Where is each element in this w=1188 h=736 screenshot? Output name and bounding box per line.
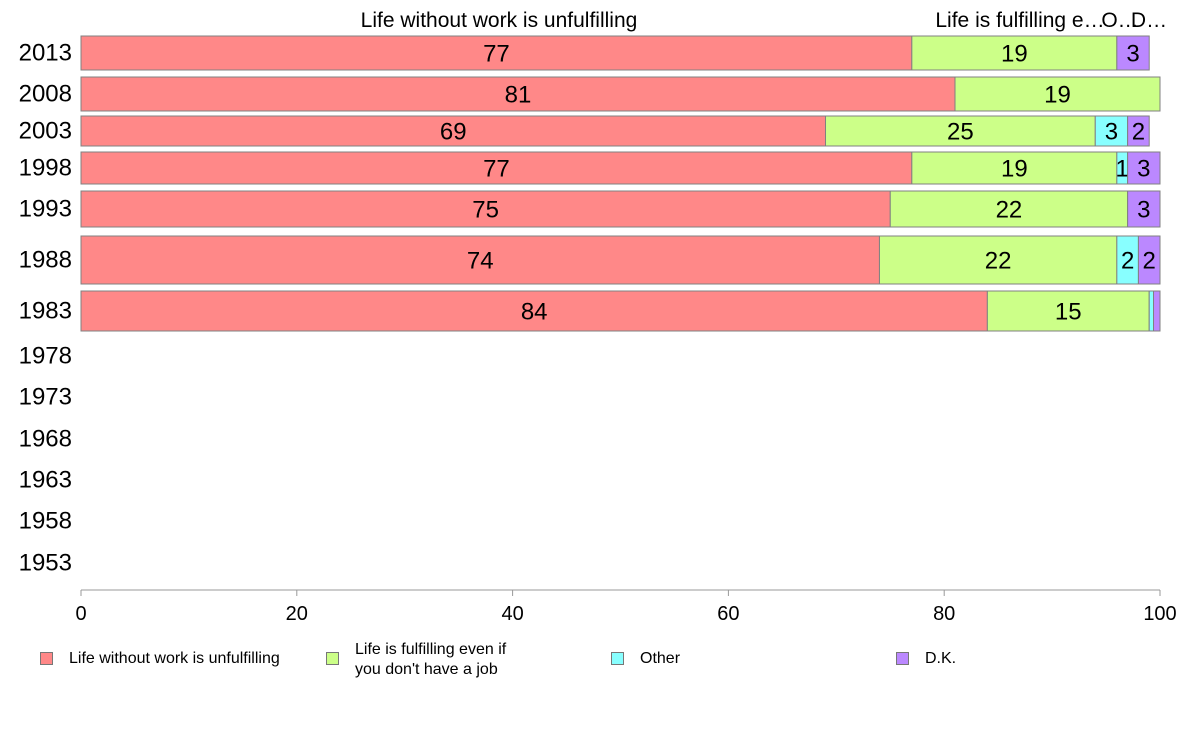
bar-value-label: 19 — [1001, 41, 1028, 68]
column-header: D… — [1131, 9, 1167, 32]
year-label: 1993 — [19, 196, 72, 223]
legend-label-line: Life without work is unfulfilling — [69, 650, 280, 667]
column-header: Life without work is unfulfilling — [361, 9, 638, 32]
bar-value-label: 77 — [483, 41, 510, 68]
bar-segment — [986, 290, 1150, 332]
bar-value-label: 74 — [467, 248, 494, 275]
bar-segment — [1148, 290, 1155, 332]
year-label: 2013 — [19, 40, 72, 67]
year-label: 1983 — [19, 298, 72, 325]
bar-segment — [1127, 151, 1161, 185]
bar-value-label: 81 — [505, 82, 532, 109]
legend-label-line: D.K. — [925, 650, 957, 667]
bar-segment — [878, 235, 1118, 285]
x-tick-label: 20 — [286, 603, 308, 625]
bar-value-label: 2 — [1132, 119, 1145, 146]
legend-label-line: Other — [640, 650, 681, 667]
bar-segment — [80, 235, 880, 285]
legend-label-line: Life is fulfilling even if — [355, 641, 507, 658]
bar-segment — [80, 190, 891, 228]
stacked-bar-chart: Life without work is unfulfilling Life is… — [19, 9, 1177, 625]
bar-segment — [911, 35, 1118, 71]
bar-segment — [911, 151, 1118, 185]
year-label: 1953 — [19, 550, 72, 577]
column-header: O… — [1101, 9, 1138, 32]
legend-label-life-is-fulfilling: Life is fulfilling even if you don't hav… — [355, 640, 506, 680]
bar-segment — [825, 115, 1096, 147]
x-tick-label: 100 — [1143, 603, 1176, 625]
bar-segment — [1127, 115, 1150, 147]
bar-segment — [889, 190, 1129, 228]
year-label: 1958 — [19, 508, 72, 535]
bar-value-label: 2 — [1143, 248, 1156, 275]
legend-label-other: Other — [640, 649, 680, 669]
bar-segment — [954, 76, 1161, 112]
legend-swatch-dk — [896, 652, 909, 665]
bar-value-label: 3 — [1137, 156, 1150, 183]
bar-value-label: 75 — [472, 197, 499, 224]
legend-swatch-life-without-work — [40, 652, 53, 665]
bar-segment — [80, 290, 988, 332]
bar-value-label: 19 — [1001, 156, 1028, 183]
bar-value-label: 2 — [1121, 248, 1134, 275]
year-label: 1973 — [19, 384, 72, 411]
bar-segment — [1094, 115, 1129, 147]
column-header: Life is fulfilling e… — [935, 9, 1104, 32]
bar-value-label: 77 — [483, 156, 510, 183]
legend-label-life-without-work: Life without work is unfulfilling — [69, 649, 280, 669]
bar-segment — [1127, 190, 1161, 228]
year-label: 1968 — [19, 426, 72, 453]
legend-item-life-is-fulfilling: Life is fulfilling even if you don't hav… — [326, 640, 506, 680]
chart-legend: Life without work is unfulfilling Life i… — [0, 640, 1188, 700]
bar-segment — [1153, 290, 1161, 332]
legend-item-other: Other — [611, 640, 680, 669]
bar-value-label: 22 — [996, 197, 1023, 224]
bar-value-label: 84 — [521, 299, 548, 326]
x-tick-label: 80 — [933, 603, 955, 625]
year-label: 2008 — [19, 81, 72, 108]
legend-item-dk: D.K. — [896, 640, 956, 669]
year-label: 1963 — [19, 467, 72, 494]
bar-value-label: 25 — [947, 119, 974, 146]
year-label: 2003 — [19, 118, 72, 145]
year-label: 1988 — [19, 247, 72, 274]
bar-segment — [80, 151, 913, 185]
bar-value-label: 69 — [440, 119, 467, 146]
legend-item-life-without-work: Life without work is unfulfilling — [40, 640, 280, 669]
year-label: 1978 — [19, 343, 72, 370]
year-label: 1998 — [19, 155, 72, 182]
bar-value-label: 3 — [1105, 119, 1118, 146]
bar-segment — [1116, 35, 1150, 71]
x-tick-label: 0 — [75, 603, 86, 625]
x-tick-label: 60 — [717, 603, 739, 625]
legend-label-dk: D.K. — [925, 649, 956, 669]
bar-value-label: 15 — [1055, 299, 1082, 326]
legend-swatch-other — [611, 652, 624, 665]
bar-value-label: 3 — [1137, 197, 1150, 224]
bar-value-label: 19 — [1044, 82, 1071, 109]
bar-value-label: 3 — [1126, 41, 1139, 68]
x-tick-label: 40 — [501, 603, 523, 625]
bar-value-label: 22 — [985, 248, 1012, 275]
bar-segment — [80, 115, 827, 147]
bar-value-label: 1 — [1116, 156, 1129, 183]
legend-label-line: you don't have a job — [355, 661, 498, 678]
bar-segment — [1137, 235, 1161, 285]
legend-swatch-life-is-fulfilling — [326, 652, 339, 665]
